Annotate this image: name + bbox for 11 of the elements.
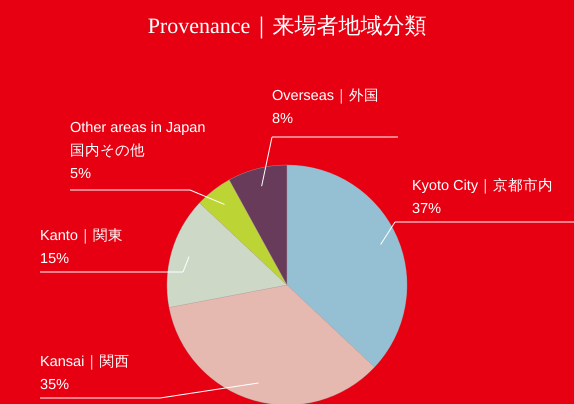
data-label: 15% [40, 251, 70, 267]
data-label: 37% [412, 201, 442, 217]
slice-label: Kyoto City｜京都市内 [412, 177, 554, 194]
data-label: 5% [70, 166, 92, 182]
slice-label: Kanto｜関東 [40, 227, 123, 244]
data-label: 8% [272, 111, 294, 127]
chart-title: Provenance｜来場者地域分類 [148, 13, 426, 39]
slice-label: Other areas in Japan 国内その他 [70, 120, 206, 159]
slice-label: Kansai｜関西 [40, 354, 130, 370]
data-label: 35% [40, 377, 70, 393]
slice-label: Overseas｜外国 [272, 88, 380, 104]
